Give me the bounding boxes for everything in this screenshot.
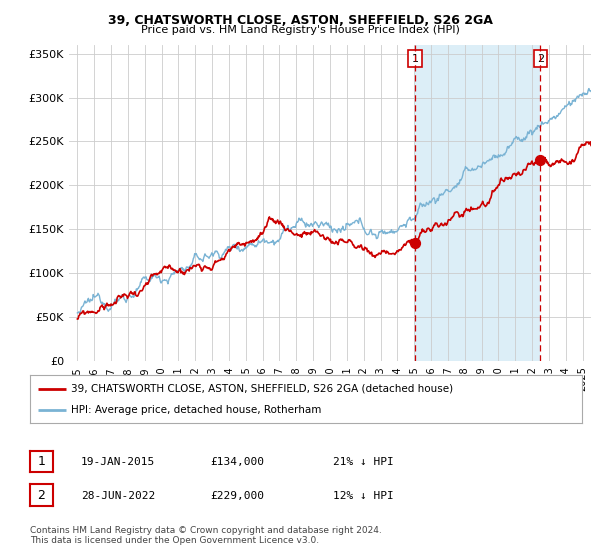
Text: £134,000: £134,000 xyxy=(210,457,264,467)
Text: 21% ↓ HPI: 21% ↓ HPI xyxy=(333,457,394,467)
Text: Price paid vs. HM Land Registry's House Price Index (HPI): Price paid vs. HM Land Registry's House … xyxy=(140,25,460,35)
Text: 2: 2 xyxy=(37,488,46,502)
Text: 12% ↓ HPI: 12% ↓ HPI xyxy=(333,491,394,501)
Text: 28-JUN-2022: 28-JUN-2022 xyxy=(81,491,155,501)
Text: 2: 2 xyxy=(537,54,544,64)
Point xyxy=(410,239,420,248)
Text: This data is licensed under the Open Government Licence v3.0.: This data is licensed under the Open Gov… xyxy=(30,536,319,545)
Text: 1: 1 xyxy=(412,54,419,64)
Text: HPI: Average price, detached house, Rotherham: HPI: Average price, detached house, Roth… xyxy=(71,405,322,416)
Text: Contains HM Land Registry data © Crown copyright and database right 2024.: Contains HM Land Registry data © Crown c… xyxy=(30,526,382,535)
Text: 1: 1 xyxy=(37,455,46,468)
Text: 19-JAN-2015: 19-JAN-2015 xyxy=(81,457,155,467)
Text: 39, CHATSWORTH CLOSE, ASTON, SHEFFIELD, S26 2GA: 39, CHATSWORTH CLOSE, ASTON, SHEFFIELD, … xyxy=(107,14,493,27)
Text: 39, CHATSWORTH CLOSE, ASTON, SHEFFIELD, S26 2GA (detached house): 39, CHATSWORTH CLOSE, ASTON, SHEFFIELD, … xyxy=(71,384,454,394)
Bar xyxy=(415,45,541,361)
Text: £229,000: £229,000 xyxy=(210,491,264,501)
Point xyxy=(536,156,545,165)
